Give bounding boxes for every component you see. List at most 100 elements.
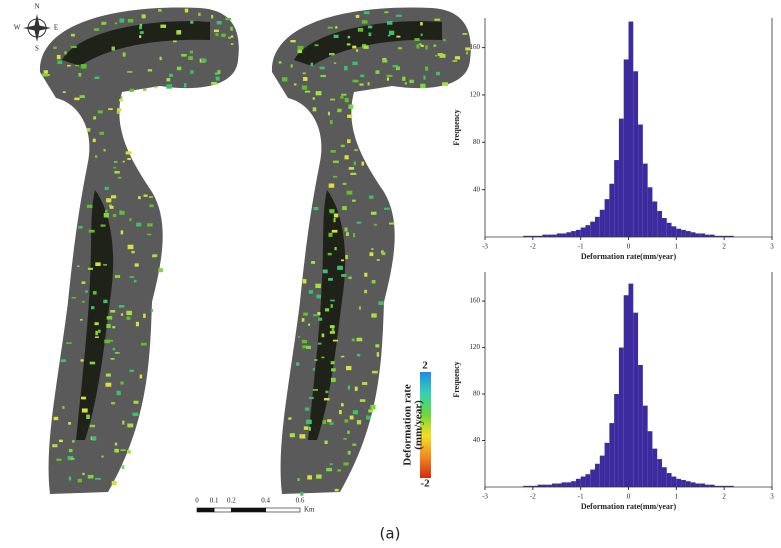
map-speckle xyxy=(121,465,125,469)
x-tick-label: -2 xyxy=(530,243,536,251)
map-speckle xyxy=(419,43,422,45)
map-speckle xyxy=(439,54,446,58)
map-speckle xyxy=(368,195,374,199)
hist-bar xyxy=(528,485,533,487)
map-speckle xyxy=(349,415,354,420)
map-speckle xyxy=(113,161,118,163)
map-speckle xyxy=(117,176,122,179)
map-speckle xyxy=(311,261,316,264)
map-speckle xyxy=(56,458,62,461)
y-tick-label: 160 xyxy=(470,43,481,51)
map-speckle xyxy=(381,252,386,256)
map-speckle xyxy=(333,62,337,64)
map-speckle xyxy=(330,368,336,372)
map-speckle xyxy=(304,90,311,93)
map-speckle xyxy=(103,264,108,266)
map-speckle xyxy=(316,294,321,299)
map-speckle xyxy=(371,248,374,250)
hist-bar xyxy=(685,481,691,487)
map-speckle xyxy=(122,420,125,425)
map-speckle xyxy=(303,426,309,430)
map-speckle xyxy=(301,318,305,322)
map-speckle xyxy=(316,474,322,479)
map-speckle xyxy=(230,26,233,31)
map-speckle xyxy=(341,93,347,96)
map-speckle xyxy=(312,367,315,371)
hist-bar xyxy=(657,459,662,487)
hist-bar xyxy=(700,483,706,487)
map-speckle xyxy=(106,198,112,203)
hist-bar xyxy=(523,485,529,487)
hist-bar xyxy=(676,478,682,487)
map-speckle xyxy=(72,440,75,443)
map-speckle xyxy=(133,400,139,404)
map-speckle xyxy=(308,396,314,399)
map-speckle xyxy=(183,83,187,88)
hist-bar xyxy=(633,71,639,238)
map-speckle xyxy=(89,361,96,365)
map-speckle xyxy=(382,57,387,62)
map-speckle xyxy=(117,108,122,112)
hist-bar xyxy=(695,483,701,487)
map-speckle xyxy=(369,252,374,257)
map-speckle xyxy=(71,296,76,299)
map-speckle xyxy=(341,403,344,407)
map-speckle xyxy=(111,480,117,486)
map-speckle xyxy=(176,30,182,35)
hist-bar xyxy=(599,209,605,237)
map-speckle xyxy=(53,46,57,50)
hist-bar xyxy=(709,484,715,487)
x-tick-label: 0 xyxy=(627,243,631,251)
hist-bar xyxy=(623,59,629,237)
hist-bar xyxy=(585,225,591,237)
map-speckle xyxy=(433,44,437,47)
scale-segment xyxy=(213,507,232,513)
map-speckle xyxy=(129,218,132,222)
x-tick-label: 3 xyxy=(770,243,774,251)
map-speckle xyxy=(329,463,333,466)
map-speckle xyxy=(434,18,441,21)
map-speckle xyxy=(334,246,337,251)
map-speckle xyxy=(152,254,158,257)
scale-label: 0.6 xyxy=(296,497,305,505)
map-speckle xyxy=(335,26,338,29)
hist-bar xyxy=(714,235,720,237)
map-speckle xyxy=(66,342,72,344)
map-speckle xyxy=(376,259,380,261)
map-speckle xyxy=(346,43,351,46)
map-speckle xyxy=(359,399,366,402)
scale-label: 0 xyxy=(195,497,199,505)
map-speckle xyxy=(348,167,355,170)
map-speckle xyxy=(176,66,182,71)
map-speckle xyxy=(367,82,370,86)
map-speckle xyxy=(120,449,126,451)
map-speckle xyxy=(92,291,97,295)
y-axis-label: Frequency xyxy=(452,361,461,397)
hist-bar xyxy=(628,283,634,487)
map-speckle xyxy=(301,339,307,344)
map-speckle xyxy=(230,43,234,45)
map-speckle xyxy=(166,78,171,82)
map-speckle xyxy=(361,20,368,24)
map-speckle xyxy=(126,310,132,316)
map-speckle xyxy=(329,210,335,214)
map-speckle xyxy=(350,172,357,175)
colorbar-tick-label: 2 xyxy=(422,360,428,372)
map-speckle xyxy=(225,18,231,21)
map-speckle xyxy=(317,342,322,345)
map-speckle xyxy=(60,359,66,363)
map-speckle xyxy=(302,72,306,75)
map-speckle xyxy=(352,443,357,446)
map-speckle xyxy=(409,79,414,84)
hist-bar xyxy=(638,124,643,237)
map-speckle xyxy=(333,217,336,223)
map-speckle xyxy=(52,444,58,448)
map-speckle xyxy=(104,209,108,213)
map-speckle xyxy=(375,344,380,348)
map-speckle xyxy=(386,20,393,25)
x-tick-label: -2 xyxy=(530,493,536,501)
hist-bar xyxy=(604,199,610,237)
map-speckle xyxy=(364,289,368,294)
map-speckle xyxy=(200,58,207,62)
map-speckle xyxy=(366,415,371,420)
